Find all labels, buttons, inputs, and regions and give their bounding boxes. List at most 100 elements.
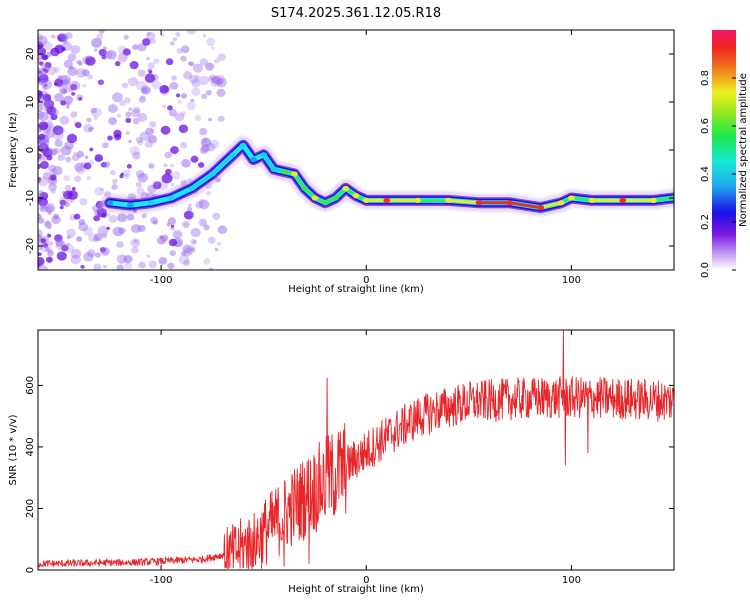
- noise-blob: [123, 34, 129, 40]
- noise-blob: [151, 80, 162, 90]
- noise-blob: [125, 131, 130, 136]
- noise-blob: [163, 163, 168, 168]
- noise-blob: [67, 53, 77, 62]
- noise-blob: [101, 54, 107, 60]
- noise-blob: [108, 215, 118, 223]
- noise-blob: [107, 103, 118, 113]
- ridge-point: [383, 197, 391, 203]
- noise-blob: [46, 106, 57, 116]
- x-tick-label: -100: [150, 575, 173, 586]
- ridge-point: [106, 200, 114, 206]
- noise-blob: [135, 181, 142, 188]
- snr-frame: [37, 329, 675, 571]
- ridge-segment: [539, 201, 563, 210]
- ridge-segment: [262, 153, 276, 171]
- noise-blob: [180, 45, 190, 54]
- noise-blob: [94, 186, 105, 196]
- noise-blob: [73, 213, 81, 220]
- noise-blob: [41, 64, 51, 73]
- noise-blob: [170, 41, 175, 46]
- noise-blob: [200, 144, 210, 153]
- noise-blob: [194, 115, 202, 122]
- noise-blob: [194, 75, 201, 81]
- noise-blob: [217, 225, 228, 235]
- noise-blob: [67, 66, 78, 77]
- noise-blob: [87, 127, 93, 132]
- ridge-point: [291, 171, 298, 177]
- noise-blob: [132, 118, 140, 125]
- noise-blob: [180, 141, 188, 149]
- noise-blob: [214, 247, 219, 252]
- colorbar-tick-label: 0.6: [700, 118, 711, 134]
- noise-blob: [85, 56, 96, 66]
- noise-blob: [138, 96, 147, 103]
- noise-blob: [59, 205, 64, 210]
- noise-blob: [93, 48, 98, 52]
- noise-blob: [48, 183, 57, 192]
- noise-blob: [109, 170, 116, 176]
- noise-blob: [170, 183, 175, 187]
- noise-blob: [45, 256, 53, 263]
- noise-blob: [149, 38, 156, 44]
- noise-blob: [54, 78, 64, 87]
- noise-blob: [145, 127, 154, 136]
- noise-blob: [78, 218, 86, 226]
- noise-blob: [55, 239, 64, 247]
- noise-blob: [38, 217, 45, 224]
- noise-blob: [159, 235, 164, 239]
- noise-blob: [201, 93, 208, 100]
- noise-blob: [53, 66, 61, 73]
- noise-blob: [52, 125, 64, 136]
- noise-blob: [208, 267, 213, 270]
- noise-blob: [83, 252, 94, 262]
- noise-blob: [125, 111, 132, 118]
- ridge-point: [188, 185, 196, 191]
- noise-blob: [190, 227, 201, 238]
- noise-blob: [191, 87, 201, 97]
- noise-blob: [71, 92, 76, 96]
- snr-panel: -100 0 100 0 200 400 600 Height of straight l…: [8, 329, 675, 595]
- ridge-point: [362, 197, 370, 203]
- noise-blob: [38, 264, 49, 270]
- noise-blob: [50, 113, 58, 121]
- noise-blob: [101, 213, 107, 218]
- snr-xlabel: Height of straight line (km): [288, 584, 424, 595]
- noise-blob: [38, 121, 49, 131]
- noise-blob: [139, 95, 146, 101]
- noise-blob: [132, 151, 141, 160]
- noise-blob: [40, 205, 46, 210]
- noise-blob: [182, 244, 192, 254]
- noise-blob: [66, 228, 76, 238]
- noise-blob: [42, 243, 49, 248]
- noise-blob: [44, 247, 50, 252]
- noise-blob: [183, 210, 194, 220]
- noise-blob: [159, 84, 169, 94]
- noise-blob: [192, 239, 197, 244]
- noise-blob: [38, 139, 41, 144]
- noise-blob: [186, 101, 196, 111]
- noise-blob: [208, 117, 213, 122]
- noise-blob: [167, 105, 173, 111]
- noise-blob: [203, 258, 211, 265]
- noise-blob: [60, 74, 71, 85]
- noise-blob: [178, 124, 189, 134]
- noise-blob: [76, 150, 85, 158]
- colorbar-tick-label: 0.8: [700, 70, 711, 86]
- noise-blob: [39, 160, 49, 169]
- noise-blob: [93, 233, 103, 242]
- noise-blob: [97, 225, 109, 236]
- noise-blob: [121, 82, 129, 89]
- ridge-point: [250, 157, 257, 163]
- noise-blob: [116, 113, 122, 118]
- ridge-point: [475, 200, 483, 206]
- noise-blob: [198, 199, 210, 210]
- colorbar-tick-label: 0.0: [700, 262, 711, 278]
- noise-blob: [38, 79, 45, 86]
- noise-blob: [206, 37, 216, 47]
- y-tick-label: 400: [25, 437, 36, 456]
- noise-blob: [153, 58, 160, 64]
- noise-blob: [210, 78, 220, 88]
- noise-blob: [206, 190, 212, 196]
- ridge-point: [167, 195, 175, 201]
